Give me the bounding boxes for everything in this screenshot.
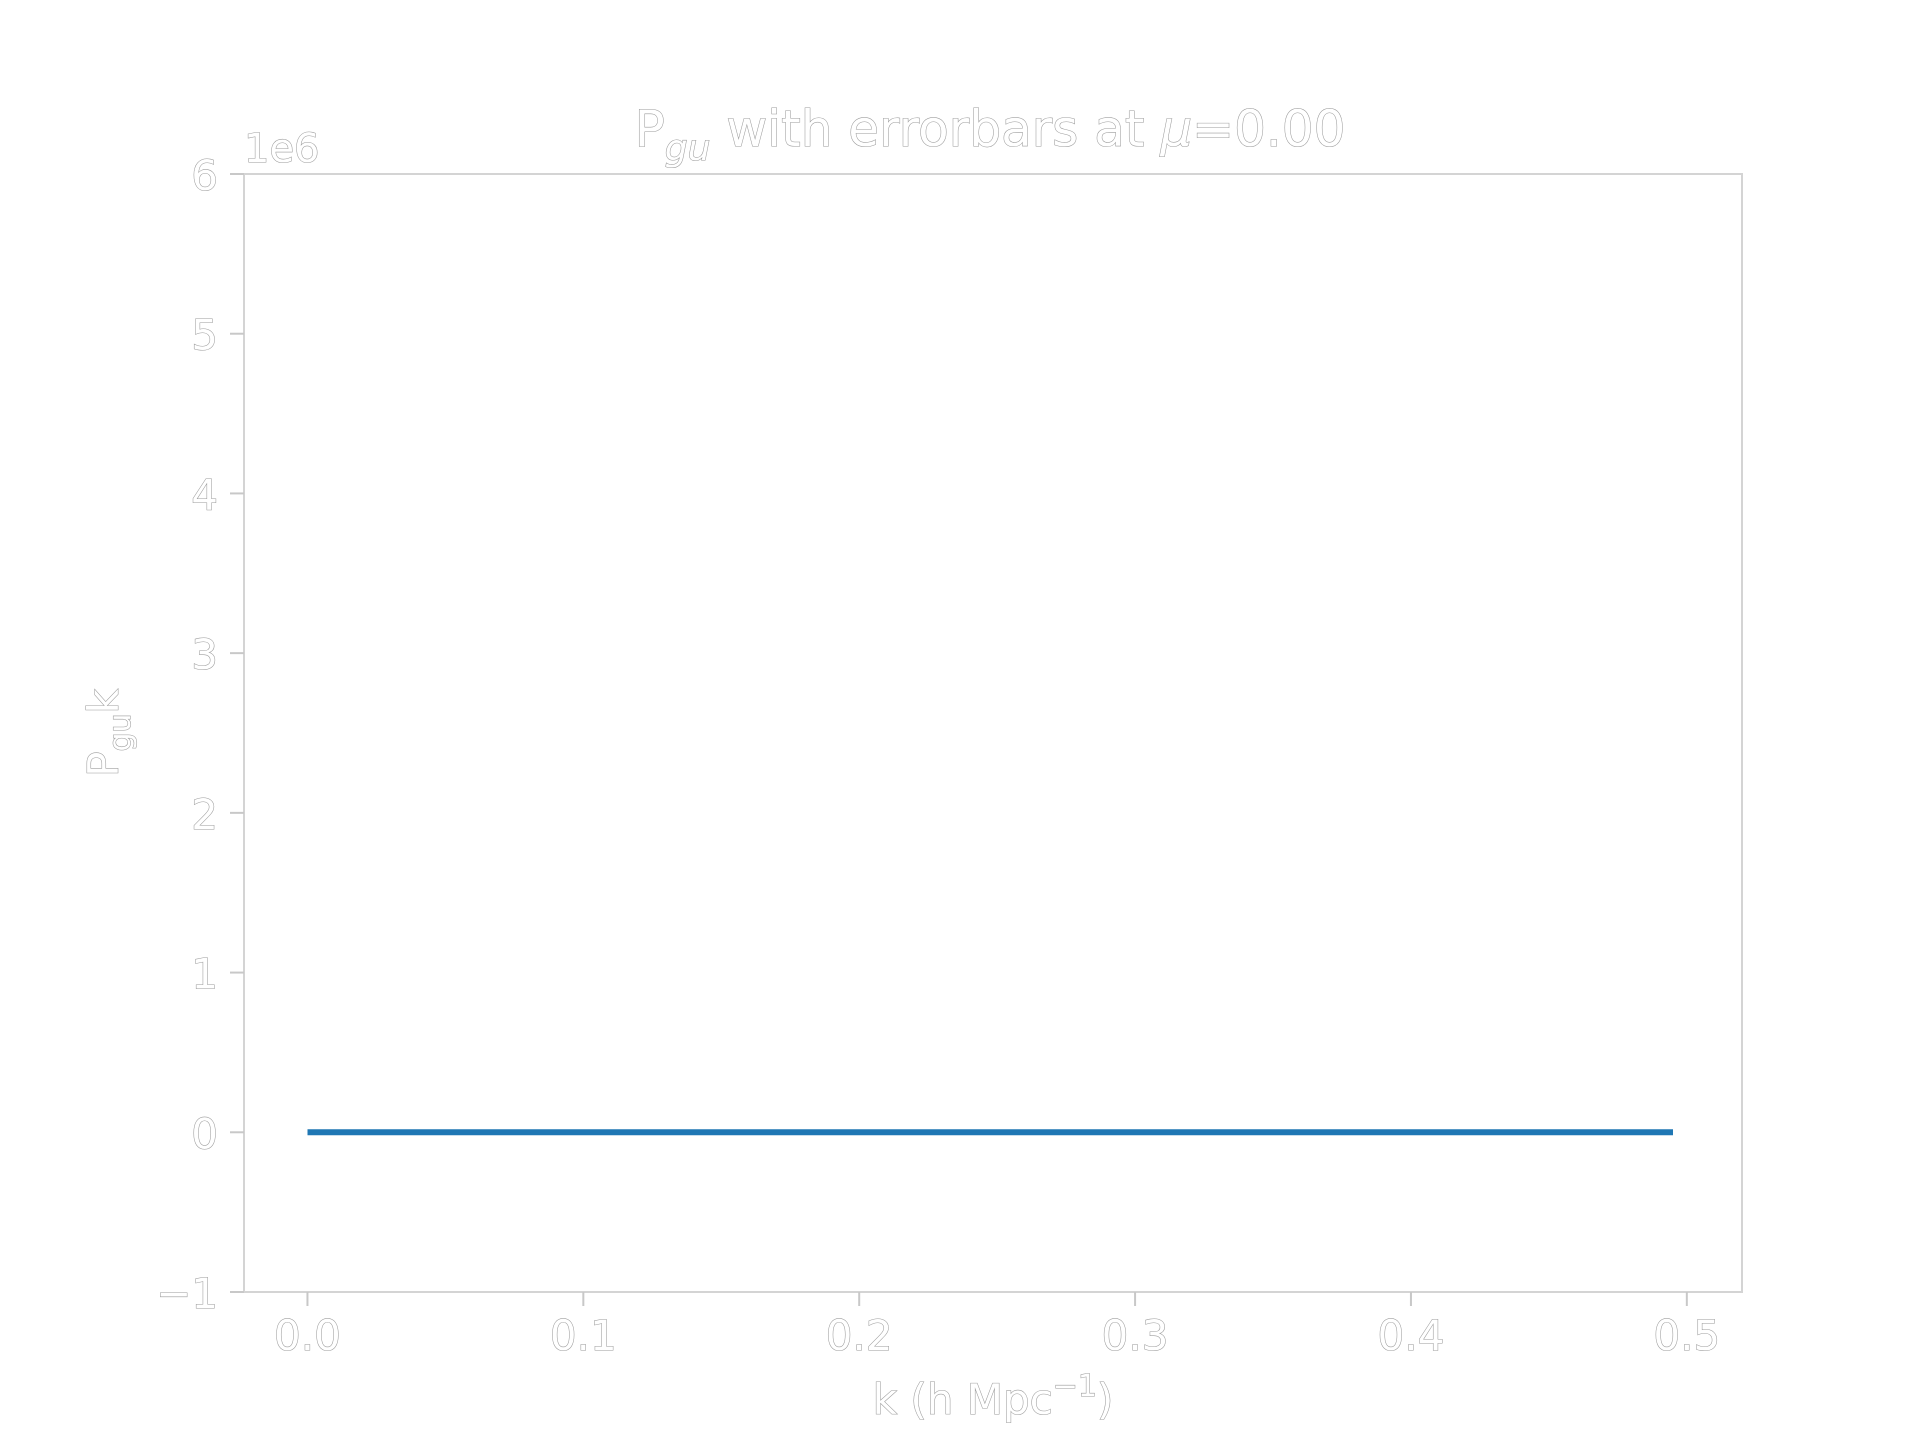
y-tick-label: 0 (191, 1109, 218, 1158)
ylabel-subscript: gu (103, 713, 138, 751)
y-axis-label: Pguk (79, 688, 138, 776)
x-axis-label: k (h Mpc−1) (873, 1369, 1114, 1424)
x-tick-label: 0.4 (1378, 1311, 1445, 1360)
y-tick-label: 4 (191, 470, 218, 519)
x-axis-ticks: 0.0 0.1 0.2 0.3 0.4 0.5 (274, 1292, 1721, 1361)
y-axis-ticks: −1 0 1 2 3 4 5 6 (156, 150, 244, 1319)
y-tick-label: −1 (156, 1269, 218, 1318)
title-suffix: =0.00 (1192, 100, 1345, 158)
title-mu: μ (1159, 100, 1192, 158)
y-offset-label: 1e6 (244, 126, 320, 172)
xlabel-superscript: −1 (1053, 1369, 1097, 1404)
x-tick-label: 0.0 (274, 1311, 341, 1360)
title-subscript: gu (665, 128, 711, 169)
xlabel-close: ) (1097, 1375, 1113, 1424)
y-tick-label: 5 (191, 311, 218, 360)
xlabel-text: k (h Mpc (873, 1375, 1053, 1424)
ylabel-prefix: P (79, 752, 128, 777)
title-prefix: P (635, 100, 665, 158)
y-tick-label: 2 (191, 790, 218, 839)
y-tick-label: 3 (191, 630, 218, 679)
title-middle: with errorbars at (710, 100, 1160, 158)
chart-title: Pgu with errorbars at μ=0.00 (635, 100, 1346, 169)
x-tick-label: 0.1 (550, 1311, 617, 1360)
x-tick-label: 0.5 (1653, 1311, 1720, 1360)
x-tick-label: 0.3 (1102, 1311, 1169, 1360)
y-tick-label: 1 (191, 950, 218, 999)
y-tick-label: 6 (191, 151, 218, 200)
x-tick-label: 0.2 (826, 1311, 893, 1360)
ylabel-suffix: k (79, 688, 128, 713)
plot-area-frame (243, 173, 1743, 1293)
